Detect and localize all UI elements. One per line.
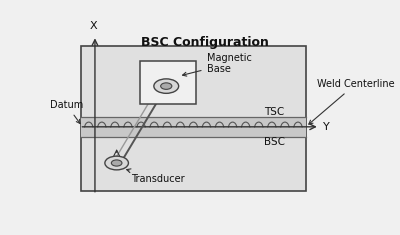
Circle shape	[111, 160, 122, 166]
Text: Y: Y	[323, 122, 330, 132]
Text: Transducer: Transducer	[127, 169, 184, 184]
Text: Weld Centerline: Weld Centerline	[309, 79, 394, 124]
Text: Datum: Datum	[50, 100, 83, 124]
Circle shape	[161, 83, 172, 89]
Text: Magnetic
Base: Magnetic Base	[182, 53, 252, 76]
Circle shape	[105, 156, 128, 170]
Text: BSC: BSC	[264, 137, 285, 147]
Text: TSC: TSC	[264, 107, 284, 117]
Circle shape	[154, 79, 179, 93]
Bar	[81, 117, 306, 137]
Text: X: X	[90, 21, 97, 31]
Bar	[81, 46, 306, 191]
Text: BSC Configuration: BSC Configuration	[141, 36, 269, 49]
Bar	[140, 61, 196, 104]
